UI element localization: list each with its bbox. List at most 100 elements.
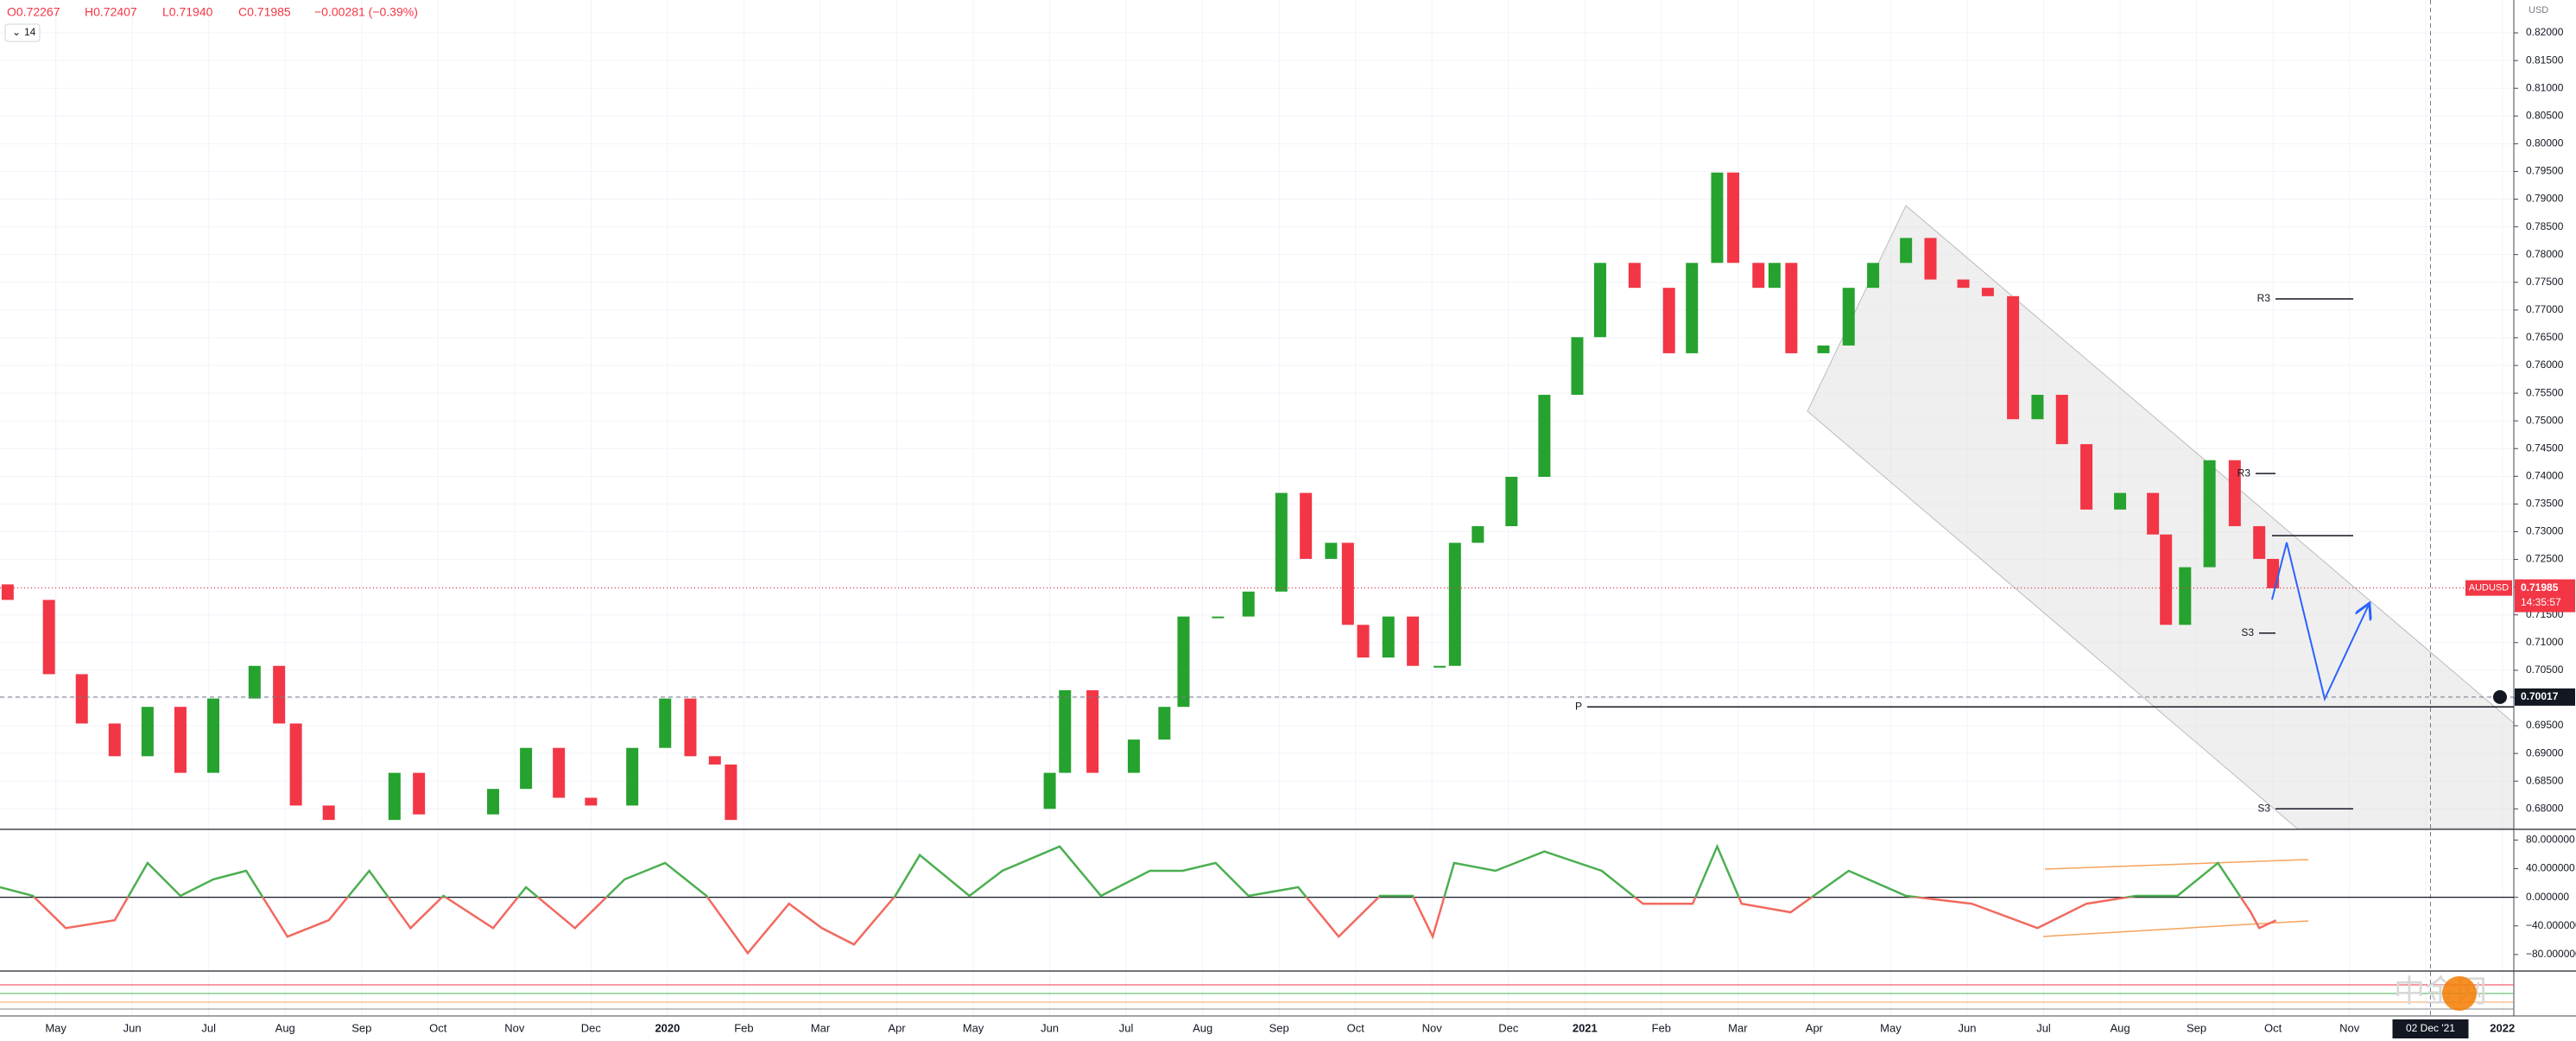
ohlc-open: O0.72267 xyxy=(7,5,60,19)
y-tick-label: 0.76000 xyxy=(2526,359,2564,371)
candle-body xyxy=(1242,591,1255,617)
pivot-label: R3 xyxy=(2237,467,2251,479)
pivot-label: R3 xyxy=(2257,292,2271,304)
candle-body xyxy=(1571,337,1584,396)
y-tick-label: 0.73500 xyxy=(2526,498,2564,510)
candle-body xyxy=(2031,395,2044,420)
candle-body xyxy=(1448,543,1461,666)
x-tick-label: Mar xyxy=(1728,1021,1748,1034)
candle-body xyxy=(1472,526,1484,543)
y-tick-label: 0.76500 xyxy=(2526,331,2564,343)
trend-line xyxy=(2042,920,2309,937)
candle-body xyxy=(626,747,639,806)
candle-body xyxy=(659,698,672,748)
x-tick-label: Feb xyxy=(1652,1021,1671,1034)
candle-body xyxy=(174,707,187,773)
y-tick-label: 0.79000 xyxy=(2526,193,2564,205)
x-tick-label: Dec xyxy=(581,1021,602,1034)
candle-body xyxy=(1594,263,1607,338)
candle-body xyxy=(1434,665,1446,668)
y-tick-label: 0.69000 xyxy=(2526,746,2564,759)
x-tick-label: Nov xyxy=(504,1021,525,1034)
candle-body xyxy=(1900,238,1913,263)
candle-body xyxy=(1357,625,1370,658)
x-tick-label: Jun xyxy=(1958,1021,1976,1034)
y-tick-label: 0.78000 xyxy=(2526,248,2564,260)
candle-body xyxy=(1628,263,1641,289)
candle-body xyxy=(1686,263,1699,353)
y-tick-label: 0.77500 xyxy=(2526,276,2564,288)
x-tick-label: Mar xyxy=(811,1021,831,1034)
indicator-chevron: ⌄ xyxy=(12,26,21,38)
x-tick-label: Apr xyxy=(1806,1021,1824,1034)
crosshair-add[interactable] xyxy=(2493,689,2507,704)
crosshair-price-text: 0.70017 xyxy=(2521,690,2559,702)
candle-body xyxy=(2007,295,2020,420)
trend-line xyxy=(2044,859,2309,870)
candle-body xyxy=(1158,707,1171,740)
candle-body xyxy=(75,674,88,724)
x-tick-label: 2021 xyxy=(1573,1021,1598,1034)
candle-body xyxy=(1325,543,1338,559)
candle-body xyxy=(413,772,426,815)
candle-body xyxy=(553,747,566,798)
pivot-label: P xyxy=(1575,700,1582,712)
y-tick-label: 0.80500 xyxy=(2526,109,2564,121)
candle-body xyxy=(1212,616,1225,619)
candle-body xyxy=(322,805,335,821)
candle-body xyxy=(273,665,286,724)
y-tick-label: 0.75000 xyxy=(2526,414,2564,426)
candle-body xyxy=(1300,492,1313,559)
indicator-toggle[interactable] xyxy=(4,23,41,42)
y-tick-label: 0.75500 xyxy=(2526,386,2564,398)
x-tick-label: Nov xyxy=(2339,1021,2360,1034)
candle-body xyxy=(1842,288,1855,346)
pivot-label: S3 xyxy=(2241,626,2254,638)
candle-body xyxy=(289,723,302,806)
candle-body xyxy=(207,698,220,773)
y-tick-label: −80.000000 xyxy=(2526,948,2576,960)
ohlc-high: H0.72407 xyxy=(85,5,137,19)
price-tag-timer: 14:35:57 xyxy=(2521,596,2561,608)
y-tick-label: 0.72500 xyxy=(2526,553,2564,565)
candle-body xyxy=(388,772,401,821)
x-tick-label: Jun xyxy=(123,1021,142,1034)
x-tick-label: Dec xyxy=(1498,1021,1519,1034)
crosshair-price-tag xyxy=(2515,688,2575,706)
x-tick-label: Sep xyxy=(1269,1021,1289,1034)
candle-body xyxy=(487,789,500,815)
x-tick-label: Sep xyxy=(351,1021,371,1034)
x-tick-label: Aug xyxy=(1193,1021,1212,1034)
x-tick-label: Oct xyxy=(2264,1021,2282,1034)
y-tick-label: 0.77000 xyxy=(2526,303,2564,315)
pivot-label: S3 xyxy=(2257,802,2270,814)
candle-body xyxy=(1127,739,1140,773)
candle-body xyxy=(2203,460,2216,568)
candle-body xyxy=(2267,558,2280,588)
oscillator-line xyxy=(0,843,2277,955)
x-tick-label: Oct xyxy=(429,1021,447,1034)
bottom-pane xyxy=(0,984,2514,1010)
price-tag xyxy=(2515,579,2575,613)
candle-body xyxy=(2147,492,2160,535)
y-tick-label: −40.000000 xyxy=(2526,919,2576,931)
x-tick-label: May xyxy=(45,1021,66,1034)
candle-body xyxy=(520,747,533,790)
candle-body xyxy=(1867,263,1880,289)
candle-body xyxy=(1727,172,1740,263)
candle-body xyxy=(1752,263,1765,289)
projection-path xyxy=(2271,542,2369,702)
y-tick-label: 0.78500 xyxy=(2526,220,2564,232)
y-tick-label: 0.71000 xyxy=(2526,636,2564,648)
candle-body xyxy=(1505,476,1518,527)
candle-body xyxy=(1785,263,1798,353)
x-tick-label: Nov xyxy=(1422,1021,1443,1034)
y-tick-label: 80.000000 xyxy=(2526,834,2575,846)
candle-body xyxy=(725,764,737,821)
candle-body xyxy=(2160,534,2173,625)
y-tick-label: 0.81500 xyxy=(2526,54,2564,66)
y-tick-label: 0.68500 xyxy=(2526,774,2564,786)
x-tick-label: Jul xyxy=(1119,1021,1134,1034)
currency: USD xyxy=(2529,5,2548,16)
